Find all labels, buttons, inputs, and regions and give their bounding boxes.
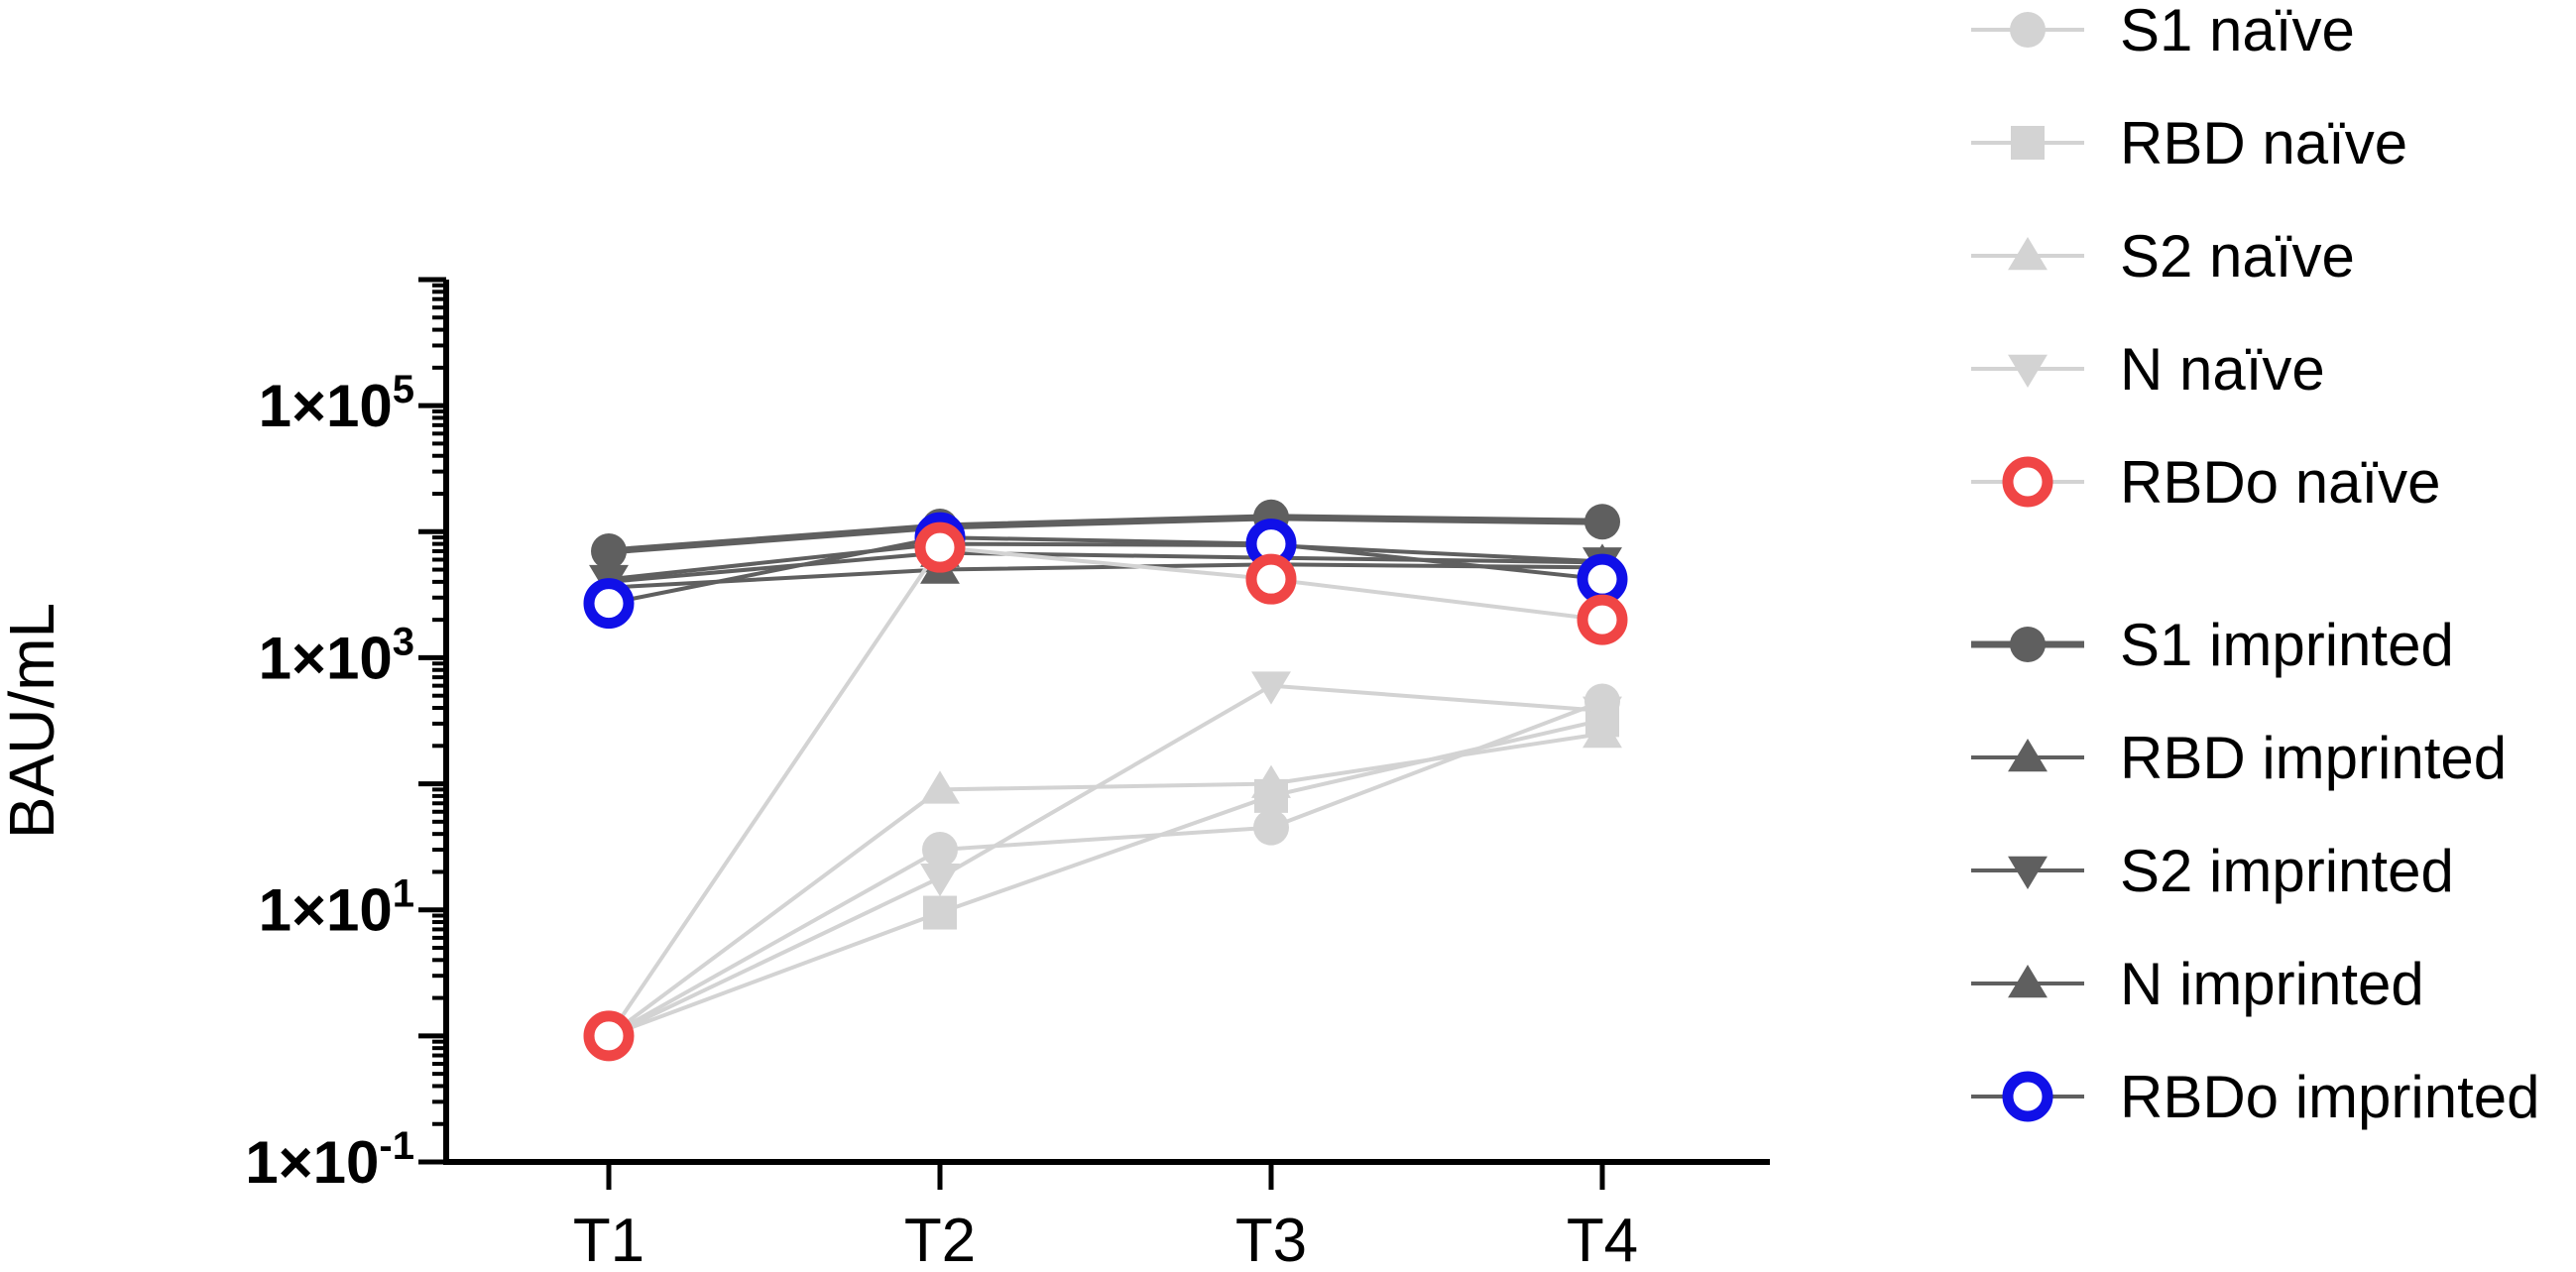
series-line: [608, 541, 1603, 582]
data-point: [1577, 553, 1628, 605]
series-0: [591, 683, 1620, 1054]
data-point: [1584, 504, 1620, 540]
legend-item: RBDo imprinted: [1971, 1064, 2540, 1130]
legend-label: RBDo naïve: [2120, 449, 2441, 516]
y-tick-label: 1×105: [259, 368, 414, 439]
x-tick-label: T1: [573, 1207, 644, 1272]
data-point: [923, 895, 957, 930]
data-point: [920, 864, 960, 897]
data-point: [920, 770, 960, 804]
plot-area: 1×10-1 1×101 1×103 1×105 T1 T2 T3 T4: [245, 277, 1770, 1272]
series-line: [608, 699, 1603, 1038]
data-point: [914, 521, 966, 573]
legend-item: S1 imprinted: [1971, 612, 2454, 678]
legend: S1 naïve RBD naïve S2 naïve N naïve RBDo naï…: [1971, 0, 2540, 1130]
legend-item: RBDo naïve: [1971, 449, 2441, 516]
series-line: [608, 718, 1603, 1038]
legend-item: S1 naïve: [1971, 0, 2355, 63]
x-tick-label: T4: [1567, 1207, 1638, 1272]
legend-label: N naïve: [2120, 336, 2325, 403]
legend-marker: [2011, 126, 2045, 160]
legend-label: N imprinted: [2120, 951, 2424, 1017]
legend-label: S2 naïve: [2120, 223, 2355, 289]
data-point: [1251, 671, 1291, 705]
series-line: [607, 731, 1603, 1038]
data-point: [1251, 764, 1291, 798]
legend-marker: [2002, 456, 2053, 508]
legend-marker: [2002, 1071, 2053, 1122]
legend-marker: [2008, 965, 2048, 998]
series-line: [607, 545, 1603, 1037]
legend-marker: [2008, 354, 2048, 388]
data-point: [1582, 696, 1622, 730]
legend-label: S2 imprinted: [2120, 838, 2454, 904]
series-2: [589, 714, 1622, 1051]
legend-label: RBD naïve: [2120, 110, 2407, 176]
series-3: [589, 671, 1622, 1055]
legend-marker: [2008, 237, 2048, 271]
series-4: [583, 521, 1628, 1062]
legend-marker: [2010, 12, 2046, 48]
series-layer: [583, 499, 1628, 1062]
legend-item: S2 imprinted: [1971, 838, 2454, 904]
x-tick-label: T2: [904, 1207, 976, 1272]
data-point: [1582, 714, 1622, 749]
y-tick-label: 1×103: [259, 620, 414, 691]
series-line: [608, 514, 1603, 555]
legend-item: N imprinted: [1971, 951, 2424, 1017]
data-point: [1577, 594, 1628, 645]
x-axis-ticks: T1 T2 T3 T4: [573, 1162, 1638, 1272]
legend-marker: [2008, 856, 2048, 889]
data-point: [591, 532, 627, 569]
legend-item: N naïve: [1971, 336, 2325, 403]
series-line: [608, 535, 1603, 606]
legend-label: RBDo imprinted: [2120, 1064, 2540, 1130]
legend-label: S1 imprinted: [2120, 612, 2454, 678]
x-tick-label: T3: [1235, 1207, 1307, 1272]
legend-label: RBD imprinted: [2120, 725, 2507, 791]
data-point: [922, 832, 958, 868]
y-tick-label: 1×10-1: [245, 1124, 414, 1196]
series-line: [608, 562, 1603, 590]
series-line: [608, 683, 1603, 1038]
legend-marker: [2008, 739, 2048, 772]
legend-label: S1 naïve: [2120, 0, 2355, 63]
data-point: [583, 1010, 635, 1062]
y-axis-ticks: 1×10-1 1×101 1×103 1×105: [245, 277, 446, 1196]
legend-item: RBD imprinted: [1971, 725, 2507, 791]
data-point: [583, 578, 635, 630]
y-axis-title: BAU/mL: [0, 603, 67, 839]
legend-item: S2 naïve: [1971, 223, 2355, 289]
y-tick-label: 1×101: [259, 872, 414, 944]
legend-marker: [2010, 627, 2046, 662]
data-point: [1245, 553, 1297, 605]
legend-item: RBD naïve: [1971, 110, 2407, 176]
data-point: [1253, 809, 1289, 846]
